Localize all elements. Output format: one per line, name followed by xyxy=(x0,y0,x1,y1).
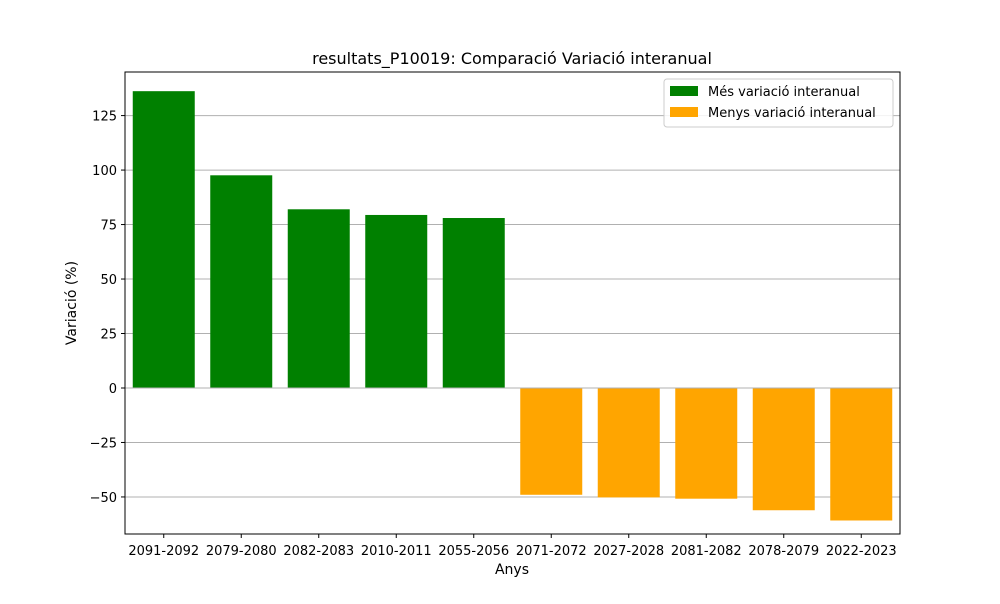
y-tick-label: −25 xyxy=(90,436,117,451)
y-tick-label: 100 xyxy=(92,164,117,179)
x-axis-label: Anys xyxy=(495,562,529,578)
x-tick-label: 2022-2023 xyxy=(826,544,897,559)
bar xyxy=(287,209,350,388)
y-tick-label: 25 xyxy=(100,328,117,343)
bar xyxy=(132,91,195,388)
x-tick-label: 2091-2092 xyxy=(128,544,199,559)
legend-box xyxy=(663,78,894,128)
x-tick-label: 2081-2082 xyxy=(671,544,742,559)
y-axis-label: Variació (%) xyxy=(64,261,80,345)
x-tick-label: 2071-2072 xyxy=(516,544,587,559)
plot-area xyxy=(124,71,901,535)
y-axis-ticks: −50 −25 0 25 50 75 100 125 xyxy=(90,110,125,506)
x-tick-label: 2055-2056 xyxy=(438,544,509,559)
x-axis-ticks: 2091-2092 2079-2080 2082-2083 2010-2011 2055… xyxy=(128,534,897,559)
bar xyxy=(830,387,893,521)
bar xyxy=(675,387,738,499)
legend: Més variació interanual Menys variació in… xyxy=(663,78,894,128)
bar xyxy=(520,387,583,495)
y-tick-label: 75 xyxy=(100,219,117,234)
y-tick-label: −50 xyxy=(90,491,117,506)
y-tick-label: 50 xyxy=(100,273,117,288)
x-tick-label: 2079-2080 xyxy=(206,544,277,559)
bar xyxy=(597,387,660,498)
bar xyxy=(442,218,505,388)
bar xyxy=(752,387,815,511)
bars xyxy=(132,91,893,521)
x-tick-label: 2078-2079 xyxy=(748,544,819,559)
legend-label: Menys variació interanual xyxy=(708,106,876,121)
x-tick-label: 2010-2011 xyxy=(361,544,432,559)
legend-swatch xyxy=(670,86,698,96)
bar xyxy=(365,214,428,388)
chart-title: resultats_P10019: Comparació Variació in… xyxy=(312,49,712,69)
x-tick-label: 2027-2028 xyxy=(593,544,664,559)
bar xyxy=(210,175,273,388)
legend-label: Més variació interanual xyxy=(708,85,860,100)
y-tick-label: 125 xyxy=(92,110,117,125)
x-tick-label: 2082-2083 xyxy=(283,544,354,559)
legend-swatch xyxy=(670,107,698,117)
y-tick-label: 0 xyxy=(109,382,117,397)
